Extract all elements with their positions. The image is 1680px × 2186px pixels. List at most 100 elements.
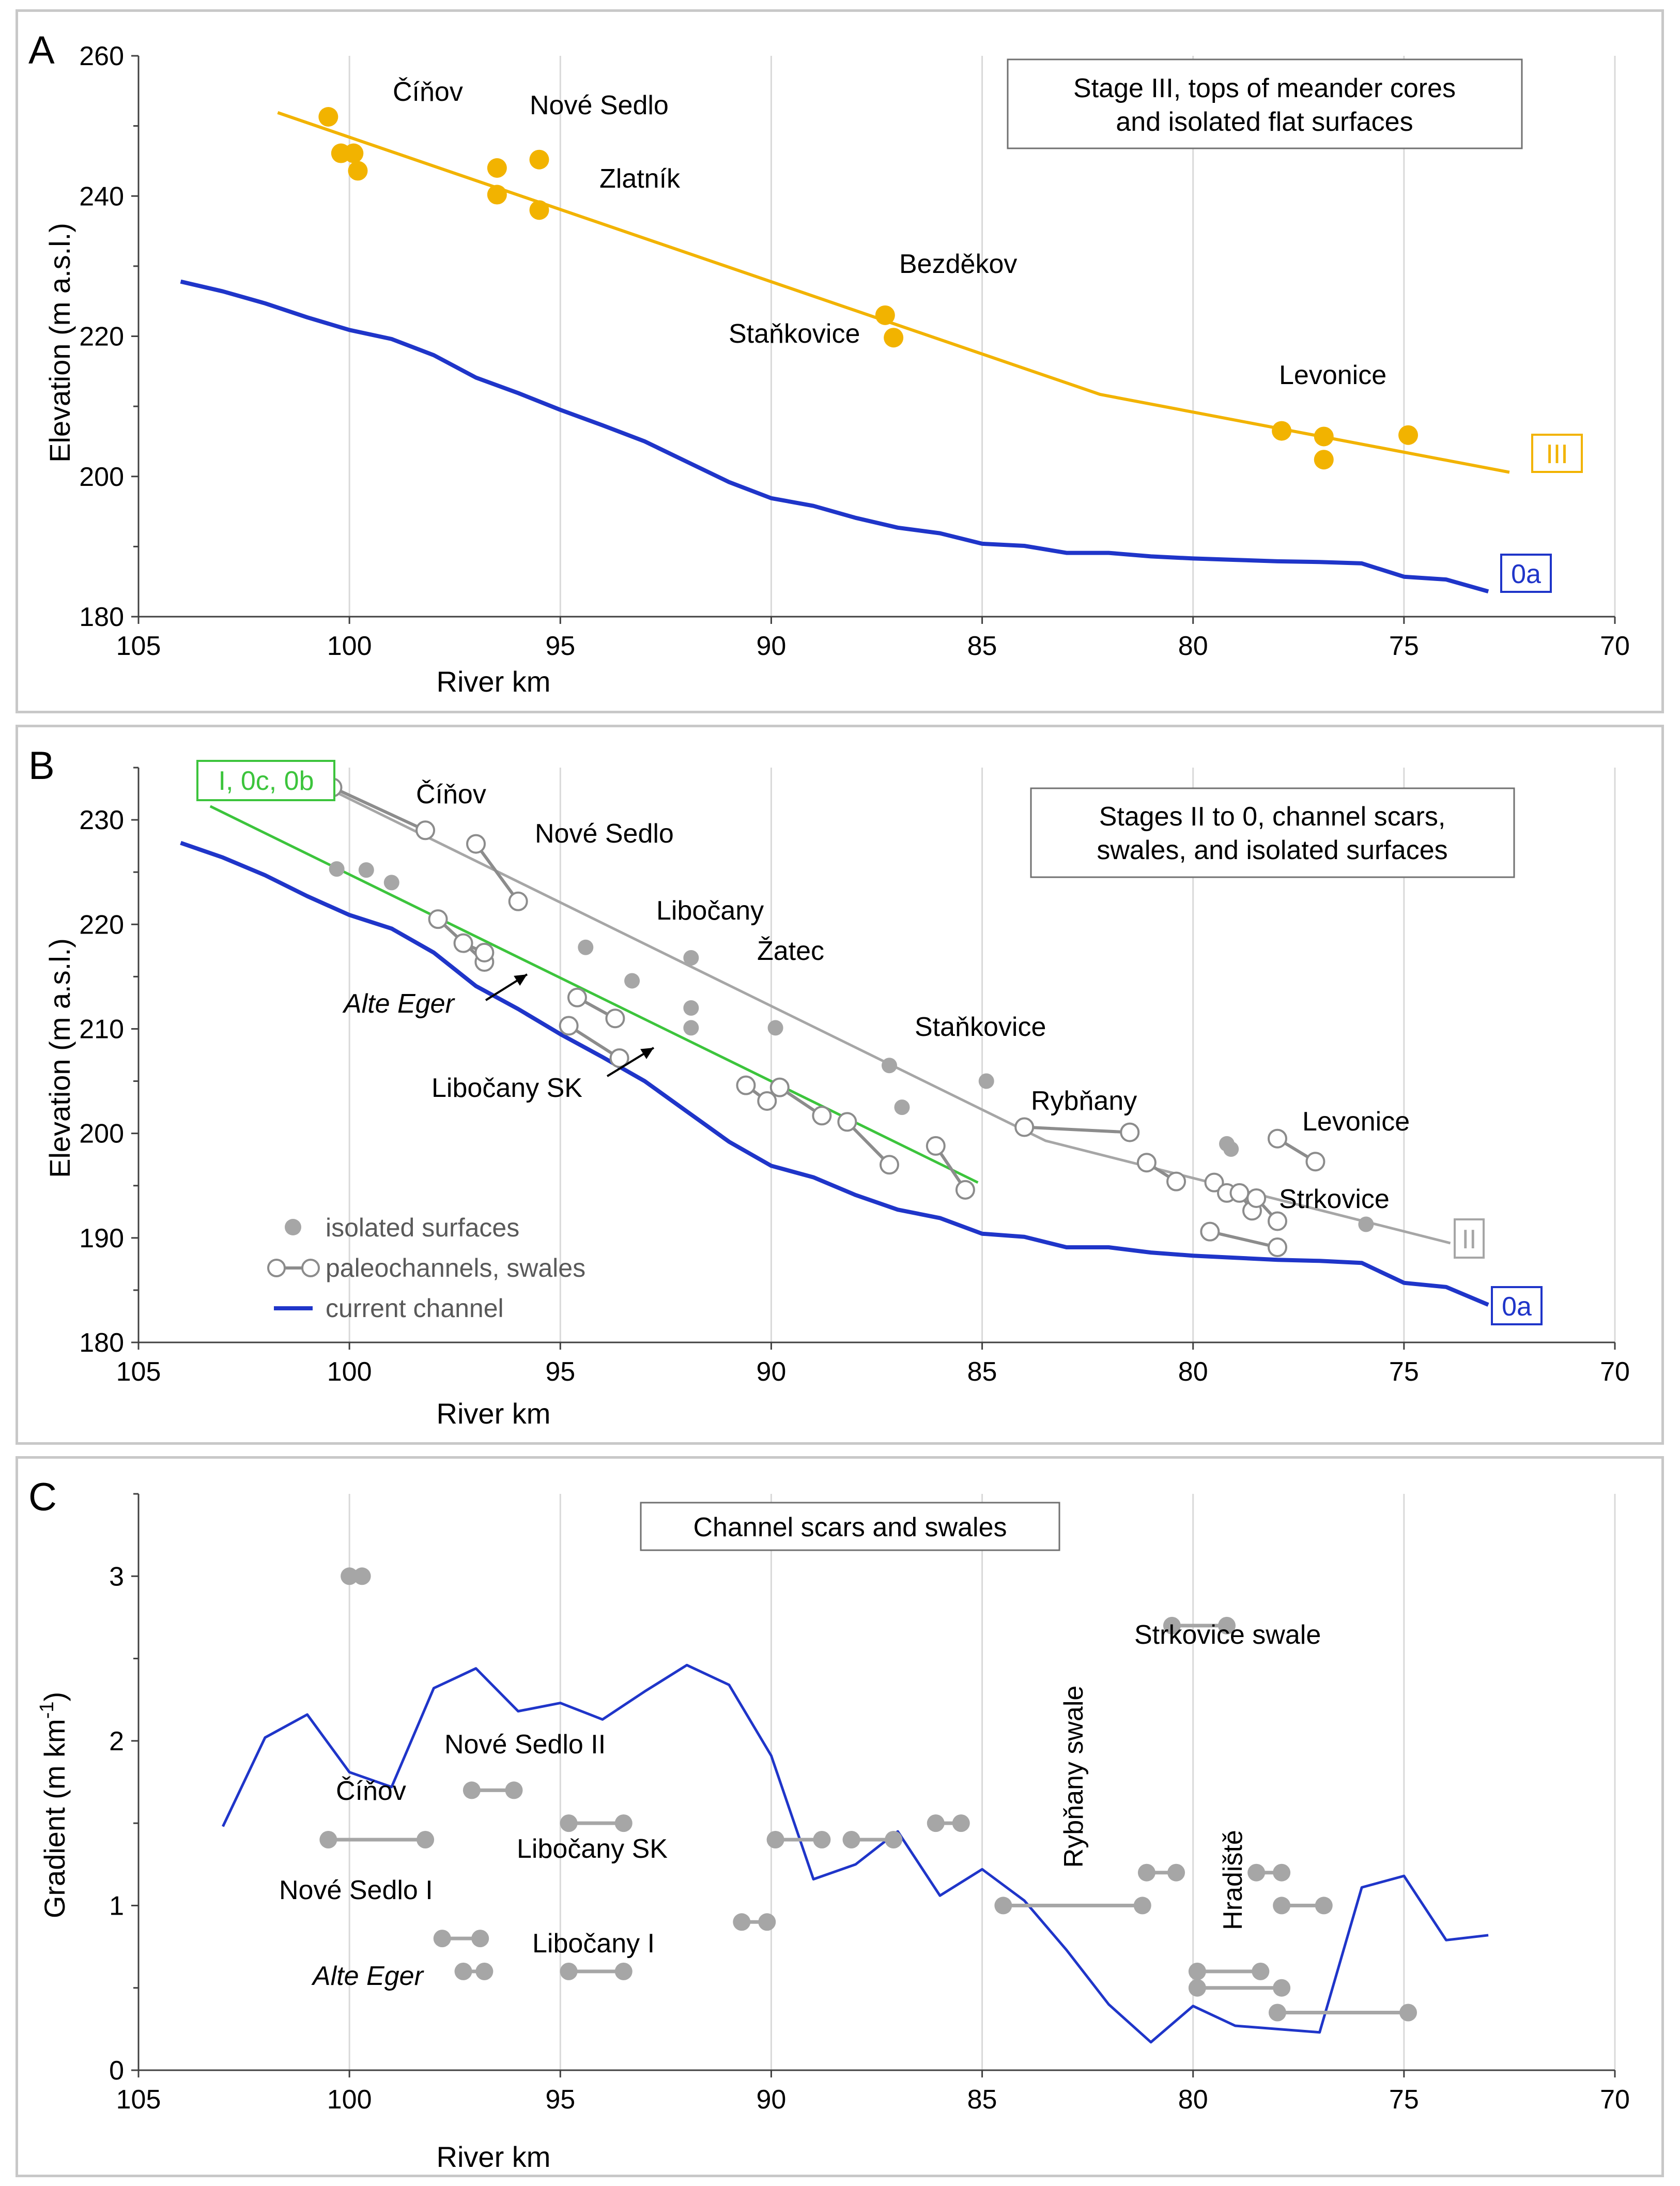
isolated-surface-point bbox=[683, 950, 699, 966]
x-tick-label: 90 bbox=[757, 1357, 787, 1387]
label-levonice: Levonice bbox=[1302, 1107, 1410, 1137]
chart-title-line1: Stage III, tops of meander cores bbox=[1073, 73, 1456, 103]
title-box bbox=[1030, 787, 1515, 878]
x-tick-label: 75 bbox=[1389, 2085, 1419, 2115]
scar-segment bbox=[927, 1814, 970, 1832]
x-tick-label: 95 bbox=[545, 1357, 575, 1387]
y-tick-label: 210 bbox=[79, 1014, 124, 1044]
scar-segment-endpoint bbox=[1399, 2004, 1417, 2022]
y-tick-label: 220 bbox=[79, 910, 124, 940]
plot-data bbox=[180, 777, 1489, 1307]
label-rybnany-swale: Rybňany swale bbox=[1059, 1686, 1089, 1868]
paleochannel-endpoint bbox=[1200, 1221, 1220, 1242]
paleochannel-endpoint bbox=[1120, 1122, 1140, 1142]
y-tick-label: 240 bbox=[79, 181, 124, 211]
stage-III-point bbox=[348, 161, 368, 181]
stage-III-line bbox=[277, 111, 1510, 474]
axes: 105 100 95 90 85 80 75 70 180 190 200 210 220 230 bbox=[79, 767, 1630, 1387]
paleochannel-endpoint bbox=[609, 1048, 629, 1068]
paleochannel-endpoint bbox=[466, 834, 486, 854]
scar-segment bbox=[733, 1913, 776, 1931]
stage-I-line bbox=[209, 805, 979, 1184]
isolated-surface-point bbox=[383, 875, 399, 891]
scar-segment-endpoint bbox=[1273, 1979, 1291, 1997]
scar-segment-endpoint bbox=[1137, 1863, 1155, 1882]
scar-segment-endpoint bbox=[1268, 2004, 1286, 2022]
arrow-head bbox=[514, 974, 527, 986]
legend-paleo-marker bbox=[267, 1259, 286, 1277]
scar-segment-endpoint bbox=[1188, 1979, 1206, 1997]
paleochannel bbox=[559, 1016, 629, 1068]
paleochannel-segment bbox=[1209, 1230, 1278, 1249]
label-alte-eger: Alte Eger bbox=[342, 989, 456, 1019]
label-stankovice: Staňkovice bbox=[729, 319, 860, 349]
panel-c: C 105 100 95 90 85 80 75 70 0 1 2 3 Channel scars a… bbox=[16, 1456, 1664, 2177]
stage-III-label-box bbox=[1531, 434, 1583, 473]
y-tick-label: 230 bbox=[79, 805, 124, 835]
y-tick-label: 190 bbox=[79, 1224, 124, 1253]
title-box bbox=[1007, 58, 1523, 149]
isolated-surface-point bbox=[1358, 1216, 1374, 1232]
y-tick-label: 1 bbox=[109, 1891, 124, 1921]
paleochannel-endpoint bbox=[837, 1112, 857, 1132]
legend-current-label: current channel bbox=[326, 1294, 504, 1323]
isolated-surface-point bbox=[767, 1020, 783, 1036]
stage-II-label: II bbox=[1462, 1225, 1477, 1255]
label-bezdekov: Bezděkov bbox=[899, 249, 1017, 279]
y-tick-label: 260 bbox=[79, 41, 124, 71]
plot-data bbox=[180, 106, 1510, 594]
paleochannel-segment bbox=[567, 1024, 621, 1060]
scar-segment-endpoint bbox=[463, 1781, 481, 1799]
panel-letter: C bbox=[28, 1475, 57, 1519]
paleochannel bbox=[1014, 1117, 1140, 1142]
scar-segment-endpoint bbox=[1252, 1962, 1270, 1980]
x-tick-label: 75 bbox=[1389, 631, 1419, 661]
label-zlatnik: Zlatník bbox=[599, 164, 681, 194]
isolated-surface-point bbox=[358, 862, 374, 878]
scar-segment-endpoint bbox=[560, 1814, 578, 1832]
stage-III-point bbox=[487, 185, 507, 205]
scar-segment-endpoint bbox=[614, 1962, 633, 1980]
y-tick-label: 2 bbox=[109, 1726, 124, 1756]
x-tick-label: 85 bbox=[967, 1357, 997, 1387]
paleochannel bbox=[567, 987, 625, 1029]
isolated-surface-point bbox=[1223, 1141, 1239, 1157]
paleochannel bbox=[1136, 1153, 1186, 1191]
x-tick-label: 90 bbox=[757, 631, 787, 661]
y-tick-label: 220 bbox=[79, 322, 124, 352]
scar-segment bbox=[1268, 2004, 1417, 2022]
x-tick-label: 70 bbox=[1600, 1357, 1630, 1387]
isolated-surface-point bbox=[578, 939, 594, 955]
y-tick-label: 200 bbox=[79, 462, 124, 492]
stage-III-point bbox=[487, 158, 507, 178]
panel-a: A 105 100 95 90 85 80 75 70 180 200 220 240 260 Stag… bbox=[16, 9, 1664, 713]
channel-0a-label: 0a bbox=[1511, 559, 1541, 589]
stage-III-point bbox=[318, 106, 338, 127]
scar-segment-endpoint bbox=[614, 1814, 633, 1832]
scar-segment bbox=[842, 1831, 903, 1848]
paleochannel-endpoint bbox=[736, 1075, 756, 1095]
y-axis-label: Elevation (m a.s.l.) bbox=[43, 938, 76, 1178]
x-tick-label: 80 bbox=[1178, 631, 1208, 661]
scar-segment-endpoint bbox=[885, 1831, 903, 1848]
scar-segment-endpoint bbox=[842, 1831, 860, 1848]
label-strkovice: Strkovice bbox=[1279, 1184, 1390, 1214]
stage-III-point bbox=[1272, 421, 1292, 441]
x-tick-label: 85 bbox=[967, 2085, 997, 2115]
scar-segment bbox=[433, 1930, 489, 1948]
panel-c-chart: C 105 100 95 90 85 80 75 70 0 1 2 3 Channel scars a… bbox=[28, 1475, 1630, 2173]
isolated-surface-point bbox=[683, 1020, 699, 1036]
x-tick-label: 100 bbox=[327, 2085, 372, 2115]
label-cinov: Číňov bbox=[416, 779, 486, 809]
x-tick-label: 70 bbox=[1600, 631, 1630, 661]
arrow-head bbox=[640, 1048, 654, 1059]
legend-paleo-marker bbox=[301, 1259, 320, 1277]
y-tick-label: 180 bbox=[79, 602, 124, 632]
label-rybnany: Rybňany bbox=[1031, 1086, 1137, 1116]
paleochannel-endpoint bbox=[812, 1106, 832, 1126]
y-tick-label: 3 bbox=[109, 1562, 124, 1592]
paleochannel-endpoint bbox=[605, 1008, 625, 1029]
scar-segment-endpoint bbox=[952, 1814, 970, 1832]
label-libocany-sk: Libočany SK bbox=[517, 1834, 668, 1864]
scar-segment-endpoint bbox=[505, 1781, 523, 1799]
